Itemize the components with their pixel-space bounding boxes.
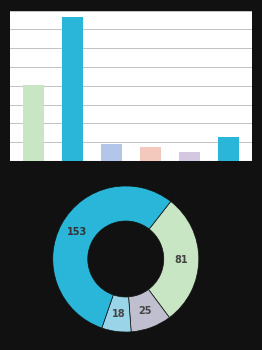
Wedge shape [149,202,199,317]
Bar [179,152,200,161]
Text: 153: 153 [67,228,87,237]
Bar [101,144,122,161]
Bar [62,17,83,161]
Bar [217,138,239,161]
Wedge shape [129,289,170,332]
Text: 18: 18 [112,309,125,319]
Text: 81: 81 [174,254,188,265]
Wedge shape [53,186,171,328]
Bar [140,147,161,161]
Text: 25: 25 [138,306,152,316]
Bar [23,85,45,161]
Wedge shape [102,295,131,332]
